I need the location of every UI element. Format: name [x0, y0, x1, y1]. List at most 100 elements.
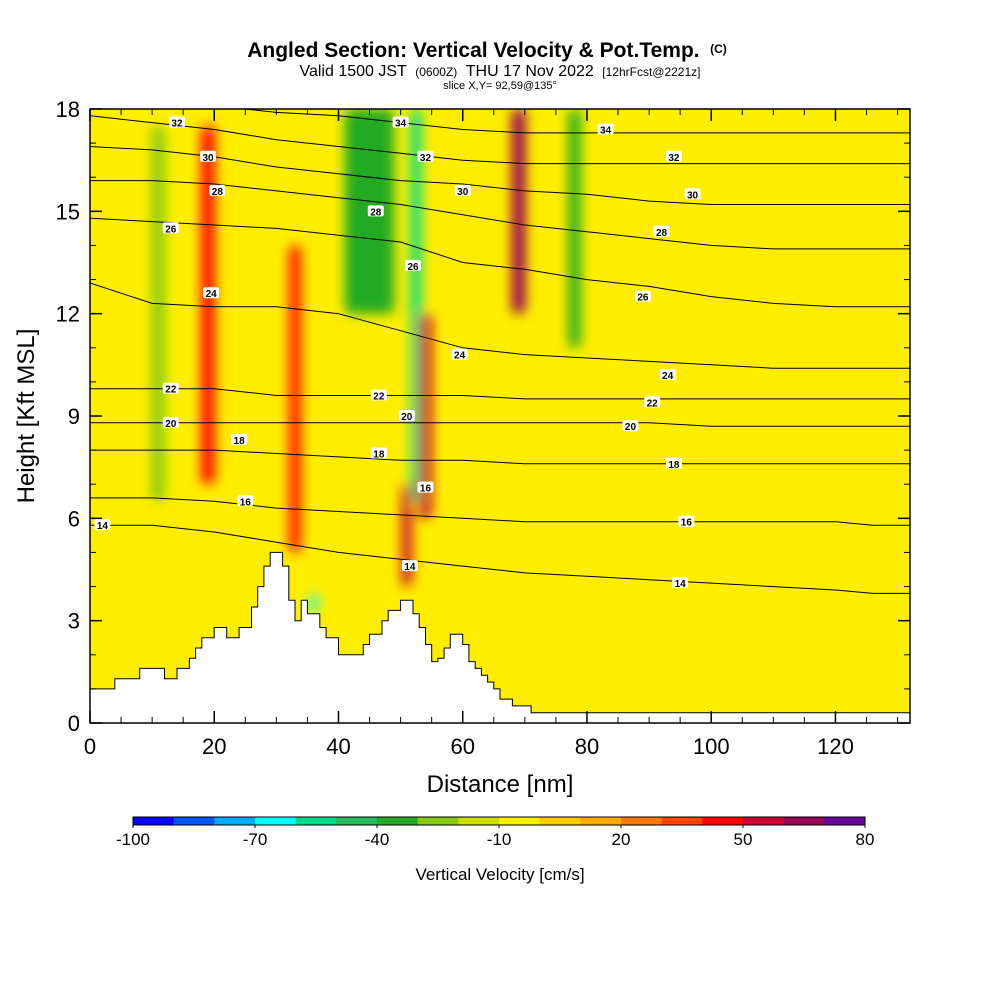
- theta-contour-28: [90, 180, 910, 250]
- contour-label-32: 32: [668, 153, 680, 164]
- y-axis-label: Height [Kft MSL]: [13, 329, 40, 504]
- chart-title-units: (C): [710, 42, 727, 56]
- contour-label-22: 22: [647, 398, 659, 409]
- contour-label-bg-20: [162, 416, 179, 428]
- colorbar-title: Vertical Velocity [cm/s]: [415, 865, 584, 884]
- contour-label-bg-20: [398, 410, 415, 421]
- colorbar-label-20: 20: [612, 830, 631, 849]
- contour-label-bg-28: [653, 225, 670, 237]
- contour-label-24: 24: [454, 351, 466, 362]
- colorbar-segment-4: [255, 817, 297, 825]
- contour-label-bg-30: [454, 184, 471, 196]
- contour-label-bg-30: [684, 188, 701, 200]
- contour-label-bg-30: [200, 150, 217, 162]
- contour-label-22: 22: [165, 385, 177, 396]
- y-tick-label-15: 15: [56, 199, 80, 224]
- contour-label-18: 18: [668, 460, 680, 471]
- contour-label-bg-32: [168, 116, 185, 128]
- contour-label-bg-32: [665, 150, 682, 162]
- x-axis-label: Distance [nm]: [427, 771, 574, 798]
- contour-label-30: 30: [687, 190, 699, 201]
- theta-contour-22: [90, 388, 910, 400]
- contour-label-34: 34: [395, 119, 407, 130]
- contour-label-bg-24: [659, 369, 676, 381]
- x-tick-label-100: 100: [693, 734, 730, 759]
- contour-label-bg-14: [401, 560, 418, 572]
- colorbar-segment-8: [417, 817, 459, 825]
- theta-contour-34: [240, 109, 910, 134]
- colorbar-segment-16: [743, 817, 785, 825]
- contour-label-bg-18: [231, 433, 248, 445]
- colorbar-segment-10: [499, 817, 541, 825]
- contour-label-bg-22: [644, 396, 661, 408]
- theta-contour-labels: 34 34 32 32 32 30 30 30 28 28 28 26 26 26 24 24 24 22 22 22…: [94, 116, 701, 590]
- theta-contours: [90, 109, 910, 594]
- contour-label-24: 24: [206, 289, 218, 300]
- contour-label-30: 30: [202, 153, 214, 164]
- contour-label-28: 28: [370, 207, 382, 218]
- x-tick-label-80: 80: [575, 734, 599, 759]
- velocity-band-1: [151, 126, 166, 502]
- contour-label-bg-18: [370, 447, 387, 459]
- contour-label-bg-14: [672, 577, 689, 589]
- velocity-band-2: [201, 126, 215, 485]
- colorbar-segment-11: [539, 817, 581, 825]
- colorbar-segment-1: [133, 817, 175, 825]
- contour-label-bg-26: [162, 222, 179, 234]
- contour-label-bg-24: [203, 287, 220, 299]
- subtitle-utc: (0600Z): [415, 65, 457, 79]
- x-tick-label-120: 120: [817, 734, 854, 759]
- contour-label-bg-28: [209, 184, 226, 196]
- velocity-band-9: [568, 109, 581, 348]
- theta-contour-14: [90, 524, 910, 594]
- velocity-band-8: [511, 109, 526, 314]
- theta-contour-20: [90, 422, 910, 427]
- colorbar-segment-18: [824, 817, 866, 825]
- contour-label-bg-14: [94, 519, 111, 531]
- contour-label-26: 26: [637, 293, 649, 304]
- contour-label-16: 16: [420, 484, 432, 495]
- contour-label-bg-20: [622, 420, 639, 432]
- axes: 0 20 40 60 80 100 120 0 3 6 9 12 15 18: [56, 97, 910, 759]
- contour-label-22: 22: [373, 392, 385, 403]
- theta-contour-30: [90, 146, 910, 205]
- contour-label-32: 32: [171, 119, 183, 130]
- x-tick-label-0: 0: [84, 734, 96, 759]
- y-tick-label-9: 9: [68, 404, 80, 429]
- contour-label-bg-34: [392, 116, 409, 128]
- y-tick-label-12: 12: [56, 302, 80, 327]
- contour-label-14: 14: [404, 562, 416, 573]
- contour-label-bg-16: [237, 495, 254, 507]
- colorbar-segment-6: [336, 817, 378, 825]
- contour-label-bg-16: [678, 515, 695, 527]
- contour-label-26: 26: [165, 224, 177, 235]
- colorbar-segment-17: [783, 817, 825, 825]
- contour-label-16: 16: [240, 497, 252, 508]
- x-tick-label-20: 20: [202, 734, 226, 759]
- colorbar: -100 -70 -40 -10 20 50 80: [116, 816, 875, 849]
- colorbar-segment-12: [580, 817, 622, 825]
- contour-label-bg-32: [417, 150, 434, 162]
- plot-background: [90, 109, 910, 723]
- terrain-profile: [90, 551, 910, 723]
- colorbar-segment-5: [295, 817, 337, 825]
- contour-label-24: 24: [662, 371, 674, 382]
- colorbar-label-80: 80: [856, 830, 875, 849]
- x-tick-label-60: 60: [450, 734, 474, 759]
- contour-label-28: 28: [212, 187, 224, 198]
- colorbar-segment-14: [661, 817, 703, 825]
- contour-label-16: 16: [681, 518, 693, 529]
- contour-label-14: 14: [97, 521, 109, 532]
- contour-label-bg-26: [634, 290, 651, 302]
- colorbar-segment-3: [214, 817, 256, 825]
- chart-subtitle: Valid 1500 JST (0600Z) THU 17 Nov 2022 […: [299, 63, 700, 80]
- contour-label-32: 32: [420, 153, 432, 164]
- velocity-band-6: [419, 313, 432, 519]
- subtitle-date: THU 17 Nov 2022: [466, 63, 594, 80]
- slice-label: slice X,Y= 92,59@135°: [443, 80, 557, 92]
- contour-label-bg-24: [451, 348, 468, 360]
- y-tick-label-0: 0: [68, 711, 80, 736]
- theta-contour-16: [90, 497, 910, 526]
- contour-label-18: 18: [234, 436, 246, 447]
